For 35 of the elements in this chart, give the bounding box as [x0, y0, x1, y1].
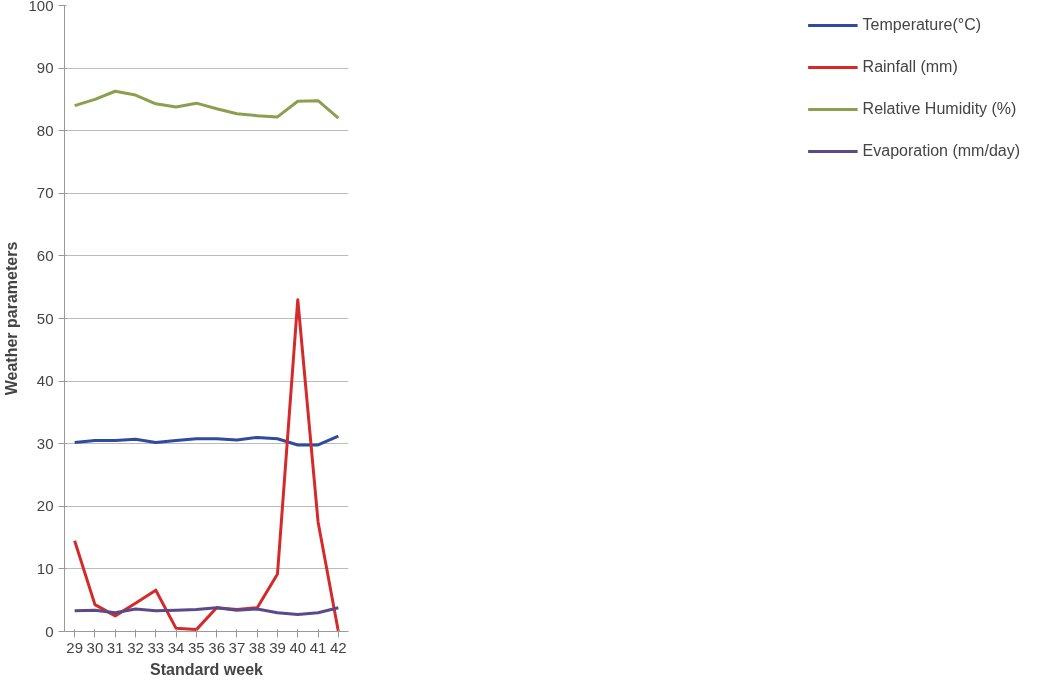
y-tick-label: 20: [36, 497, 54, 515]
y-axis-title: Weather parameters: [3, 241, 21, 396]
x-tick-label: 35: [188, 638, 205, 656]
y-tick-label: 70: [36, 184, 54, 202]
x-tick-label: 33: [147, 638, 165, 656]
x-tick-label: 41: [309, 638, 327, 656]
y-tick-label: 0: [45, 622, 54, 640]
x-tick-label: 30: [86, 638, 104, 656]
legend-label: Evaporation (mm/day): [862, 142, 1020, 160]
y-tick-label: 90: [36, 59, 54, 77]
line-series: [73, 434, 340, 447]
x-tick-label: 34: [167, 638, 185, 656]
x-tick-label: 38: [248, 638, 266, 656]
y-tick-label: 100: [28, 0, 54, 14]
line-series: [73, 89, 340, 120]
y-tick-label: 10: [36, 559, 54, 577]
x-tick-label: 32: [127, 638, 144, 656]
x-tick-label: 36: [208, 638, 225, 656]
x-tick-label: 29: [66, 638, 83, 656]
x-tick-label: 40: [289, 638, 307, 656]
y-tick-label: 80: [36, 121, 54, 139]
x-tick-label: 37: [228, 638, 246, 656]
y-tick-label: 60: [36, 246, 54, 264]
line-series: [73, 606, 340, 617]
x-tick-label: 39: [269, 638, 286, 656]
legend-label: Temperature(°C): [862, 16, 982, 34]
y-tick-label: 40: [36, 372, 54, 390]
line-series: [73, 298, 340, 632]
y-tick-label: 30: [36, 434, 54, 452]
legend-label: Rainfall (mm): [862, 58, 958, 76]
legend-label: Relative Humidity (%): [862, 100, 1017, 118]
y-tick-label: 50: [36, 309, 54, 327]
x-tick-label: 31: [106, 638, 124, 656]
x-axis-title: Standard week: [150, 660, 264, 678]
x-tick-label: 42: [330, 638, 347, 656]
